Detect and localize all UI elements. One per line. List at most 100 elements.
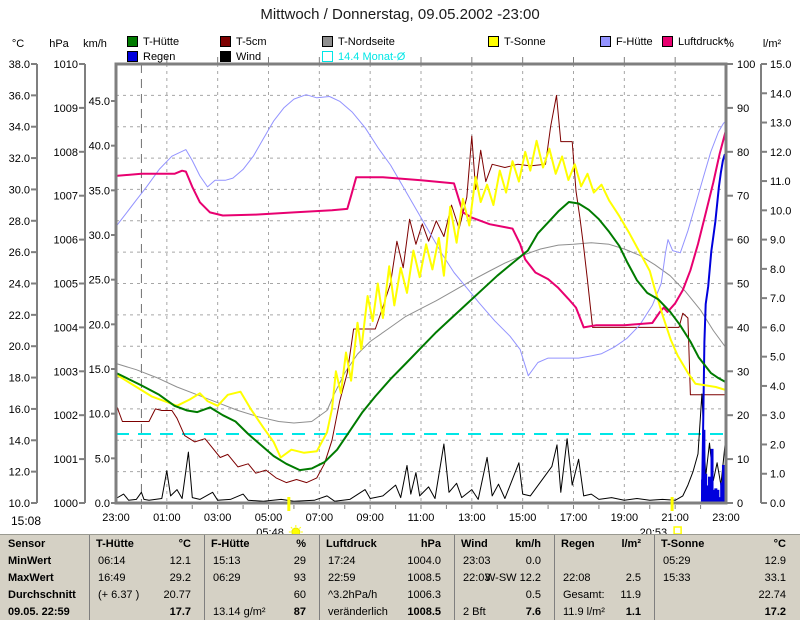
legend-swatch-icon [662,36,673,47]
table-cell-time: 2 Bft [463,606,486,618]
series-regen-bar [706,485,710,503]
axis-tick-label-hPa: 1006 [54,235,78,247]
table-row-label: 09.05. 22:59 [8,606,70,618]
axis-tick-label-C: 16.0 [9,404,30,416]
legend-item-wind: Wind [220,50,262,63]
table-cell-value: 12.9 [764,555,786,567]
axis-tick-label-hPa: 1002 [54,410,78,422]
table-cell-time: 13.14 g/m² [213,606,266,618]
axis-tick-label-pct: 20 [737,410,749,422]
unit-label-lm2: l/m² [763,38,782,50]
legend-label: F-Hütte [616,35,653,48]
axis-tick-label-C: 28.0 [9,216,30,228]
table-column-divider [554,535,555,620]
legend-label: 14.4 Monat-Ø [338,50,406,63]
table-cell-value: 11.9 [620,589,641,601]
x-axis-label: 15:00 [509,512,537,524]
x-axis-label: 13:00 [458,512,486,524]
table-header-unit: km/h [515,538,541,550]
legend-label: T-Nordseite [338,35,395,48]
series-regen-bar [721,464,725,503]
table-cell-value: 29 [293,555,306,567]
series-regen-bar [720,482,724,503]
table-cell-time: 22:59 [328,572,356,584]
table-cell-value: 1008.5 [407,572,441,584]
axis-tick-label-kmh: 30.0 [89,230,110,242]
legend-swatch-icon [127,36,138,47]
legend-label: Wind [236,50,262,63]
axis-tick-label-C: 20.0 [9,341,30,353]
table-header-name: Luftdruck [326,538,377,550]
axis-tick-label-pct: 40 [737,322,749,334]
axis-tick-label-pct: 0 [737,498,743,510]
table-column-divider [319,535,320,620]
series-regen-bar [716,489,720,503]
legend-label: T-5cm [236,35,267,48]
table-cell-value: 20.77 [163,589,191,601]
axis-tick-label-pct: 90 [737,103,749,115]
axis-tick-label-hPa: 1009 [54,103,78,115]
axis-tick-label-lm2: 0.0 [770,498,785,510]
axis-tick-label-lm2: 11.0 [770,176,791,188]
table-header-unit: % [296,538,306,550]
axis-tick-label-pct: 70 [737,191,749,203]
table-cell-time: 16:49 [98,572,126,584]
legend-item-t-nordseite: T-Nordseite [322,35,395,48]
axis-tick-label-C: 24.0 [9,279,30,291]
series-regen-summe [115,153,727,504]
unit-label-kmh: km/h [83,38,107,50]
series-regen-bar [702,429,706,503]
axis-tick-label-pct: 80 [737,147,749,159]
table-header-name: F-Hütte [211,538,250,550]
x-axis-label: 19:00 [611,512,639,524]
legend-label: Luftdruck* [678,35,728,48]
table-header-unit: °C [773,538,786,550]
x-axis-label: 07:00 [306,512,334,524]
axis-tick-label-kmh: 45.0 [89,96,110,108]
axis-tick-label-lm2: 6.0 [770,322,785,334]
legend-item-luftdruck-: Luftdruck* [662,35,728,48]
x-axis-label: 05:00 [255,512,283,524]
x-axis-label: 11:00 [408,512,435,524]
axis-tick-label-kmh: 15.0 [89,364,110,376]
table-row-label: MaxWert [8,572,54,584]
table-cell-value: 29.2 [169,572,191,584]
series-regen-bar [718,497,722,503]
x-axis-label: 03:00 [204,512,232,524]
table-cell-time: 22:08 [563,572,591,584]
axis-tick-label-lm2: 3.0 [770,410,785,422]
axis-tick-label-pct: 10 [737,454,749,466]
page-title: Mittwoch / Donnerstag, 09.05.2002 -23:00 [260,6,540,23]
axis-tick-label-lm2: 9.0 [770,235,785,247]
legend-swatch-icon [220,51,231,62]
generated-time-label: 15:08 [11,514,42,528]
axis-tick-label-kmh: 25.0 [89,275,110,287]
legend-item-t-sonne: T-Sonne [488,36,546,48]
table-header-name: T-Sonne [661,538,705,550]
table-column-divider [204,535,205,620]
axis-tick-label-lm2: 8.0 [770,264,785,276]
table-cell-value: 22.74 [758,589,786,601]
legend-swatch-icon [220,36,231,47]
axis-tick-label-pct: 30 [737,366,749,378]
legend-item-regen: Regen [127,50,176,63]
legend-label: Regen [143,50,176,63]
series-t-h-tte [115,201,727,472]
axis-tick-label-hPa: 1004 [54,322,78,334]
table-cell-time: 15:13 [213,555,241,567]
axis-tick-label-hPa: 1003 [54,366,78,378]
table-cell-value: 7.6 [525,606,541,618]
table-row-label: Durchschnitt [8,589,76,601]
sunset-square-icon [673,526,682,535]
legend-swatch-icon [322,36,333,47]
table-cell-time: (+ 6.37 ) [98,589,140,601]
axis-tick-label-kmh: 5.0 [95,453,110,465]
legend-swatch-icon [127,51,138,62]
series-regen-bar [710,448,714,503]
table-cell-value: 2.5 [625,572,641,584]
table-cell-value: 1006.3 [407,589,441,601]
series-t-sonne [115,139,727,459]
legend-swatch-icon [322,51,333,62]
table-header-name: T-Hütte [96,538,134,550]
